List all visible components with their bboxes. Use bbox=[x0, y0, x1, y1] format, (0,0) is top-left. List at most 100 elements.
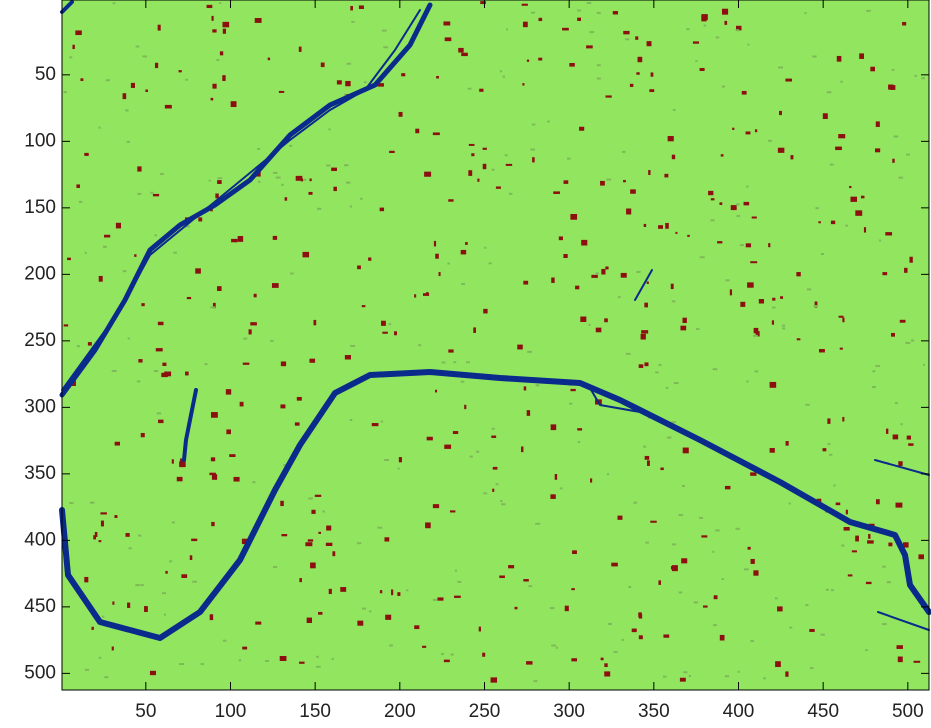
speckle bbox=[741, 90, 747, 95]
speckle bbox=[448, 199, 454, 202]
speckle bbox=[185, 371, 189, 376]
speckle bbox=[533, 680, 538, 683]
speckle bbox=[441, 653, 444, 656]
speckle bbox=[444, 37, 452, 42]
speckle bbox=[695, 60, 698, 63]
speckle bbox=[499, 70, 503, 73]
speckle bbox=[478, 626, 481, 632]
speckle bbox=[271, 283, 279, 288]
speckle bbox=[270, 339, 274, 342]
speckle bbox=[745, 131, 751, 135]
speckle bbox=[473, 327, 476, 333]
speckle bbox=[838, 134, 846, 139]
speckle bbox=[755, 331, 760, 337]
speckle bbox=[724, 485, 731, 490]
x-tick-label: 50 bbox=[135, 701, 156, 722]
speckle bbox=[211, 474, 218, 480]
speckle bbox=[763, 677, 766, 680]
speckle bbox=[200, 663, 204, 666]
speckle bbox=[829, 453, 833, 456]
speckle bbox=[830, 220, 836, 225]
speckle bbox=[211, 521, 215, 527]
speckle bbox=[318, 611, 323, 615]
speckle bbox=[425, 522, 431, 529]
speckle bbox=[778, 66, 784, 69]
speckle bbox=[588, 323, 591, 326]
rivers bbox=[59, 0, 931, 641]
speckle bbox=[577, 428, 583, 431]
speckle bbox=[469, 455, 473, 458]
speckle bbox=[156, 412, 162, 415]
speckle bbox=[384, 537, 390, 542]
speckle bbox=[134, 254, 137, 257]
speckle bbox=[307, 539, 314, 542]
x-tick-label: 100 bbox=[215, 701, 247, 722]
river bbox=[60, 0, 198, 462]
speckle bbox=[740, 301, 746, 307]
speckle bbox=[275, 176, 281, 179]
speckle bbox=[477, 178, 480, 182]
speckle bbox=[892, 158, 895, 163]
speckle bbox=[164, 371, 168, 376]
speckle bbox=[839, 347, 843, 350]
speckle bbox=[360, 197, 363, 200]
speckle bbox=[715, 529, 720, 532]
speckle bbox=[719, 634, 725, 641]
speckle bbox=[835, 502, 841, 506]
speckle bbox=[482, 652, 486, 657]
speckle bbox=[715, 36, 720, 39]
speckle bbox=[830, 589, 834, 592]
speckle bbox=[666, 436, 672, 439]
speckle bbox=[212, 29, 217, 33]
speckle bbox=[671, 154, 676, 160]
speckle bbox=[326, 164, 331, 167]
speckle bbox=[272, 235, 278, 240]
speckle bbox=[589, 31, 595, 34]
x-tick-label: 400 bbox=[723, 701, 755, 722]
speckle bbox=[626, 208, 632, 215]
speckle bbox=[630, 189, 636, 194]
speckle bbox=[350, 344, 356, 347]
speckle bbox=[701, 535, 708, 538]
speckle bbox=[222, 28, 227, 34]
speckle bbox=[219, 2, 222, 5]
speckle bbox=[358, 5, 364, 9]
speckle bbox=[422, 293, 430, 296]
speckle bbox=[345, 80, 351, 87]
speckle bbox=[899, 319, 906, 323]
speckle bbox=[730, 205, 737, 211]
speckle bbox=[840, 80, 843, 83]
speckle bbox=[309, 358, 316, 363]
speckle bbox=[732, 127, 735, 130]
speckle bbox=[713, 595, 718, 600]
speckle bbox=[782, 327, 786, 330]
speckle bbox=[432, 598, 438, 601]
speckle bbox=[753, 570, 759, 576]
speckle bbox=[482, 163, 487, 170]
speckle bbox=[306, 617, 312, 623]
speckle bbox=[743, 568, 749, 571]
speckle bbox=[357, 620, 364, 626]
speckle bbox=[238, 659, 242, 662]
speckle bbox=[369, 610, 372, 613]
speckle bbox=[671, 300, 676, 303]
speckle bbox=[211, 15, 214, 21]
speckle bbox=[84, 668, 90, 671]
speckle bbox=[523, 579, 529, 582]
speckle bbox=[531, 123, 536, 126]
speckle bbox=[904, 267, 908, 273]
speckle bbox=[809, 667, 814, 670]
speckle bbox=[383, 46, 389, 49]
speckle bbox=[210, 306, 216, 309]
speckle bbox=[465, 242, 468, 245]
y-tick-label: 100 bbox=[24, 130, 56, 151]
speckle bbox=[825, 588, 829, 591]
speckle bbox=[267, 57, 271, 61]
speckle bbox=[577, 9, 581, 12]
speckle bbox=[171, 521, 175, 524]
speckle bbox=[254, 18, 262, 23]
speckle bbox=[63, 324, 69, 327]
speckle bbox=[103, 245, 107, 248]
speckle bbox=[758, 299, 765, 304]
speckle bbox=[865, 581, 872, 585]
